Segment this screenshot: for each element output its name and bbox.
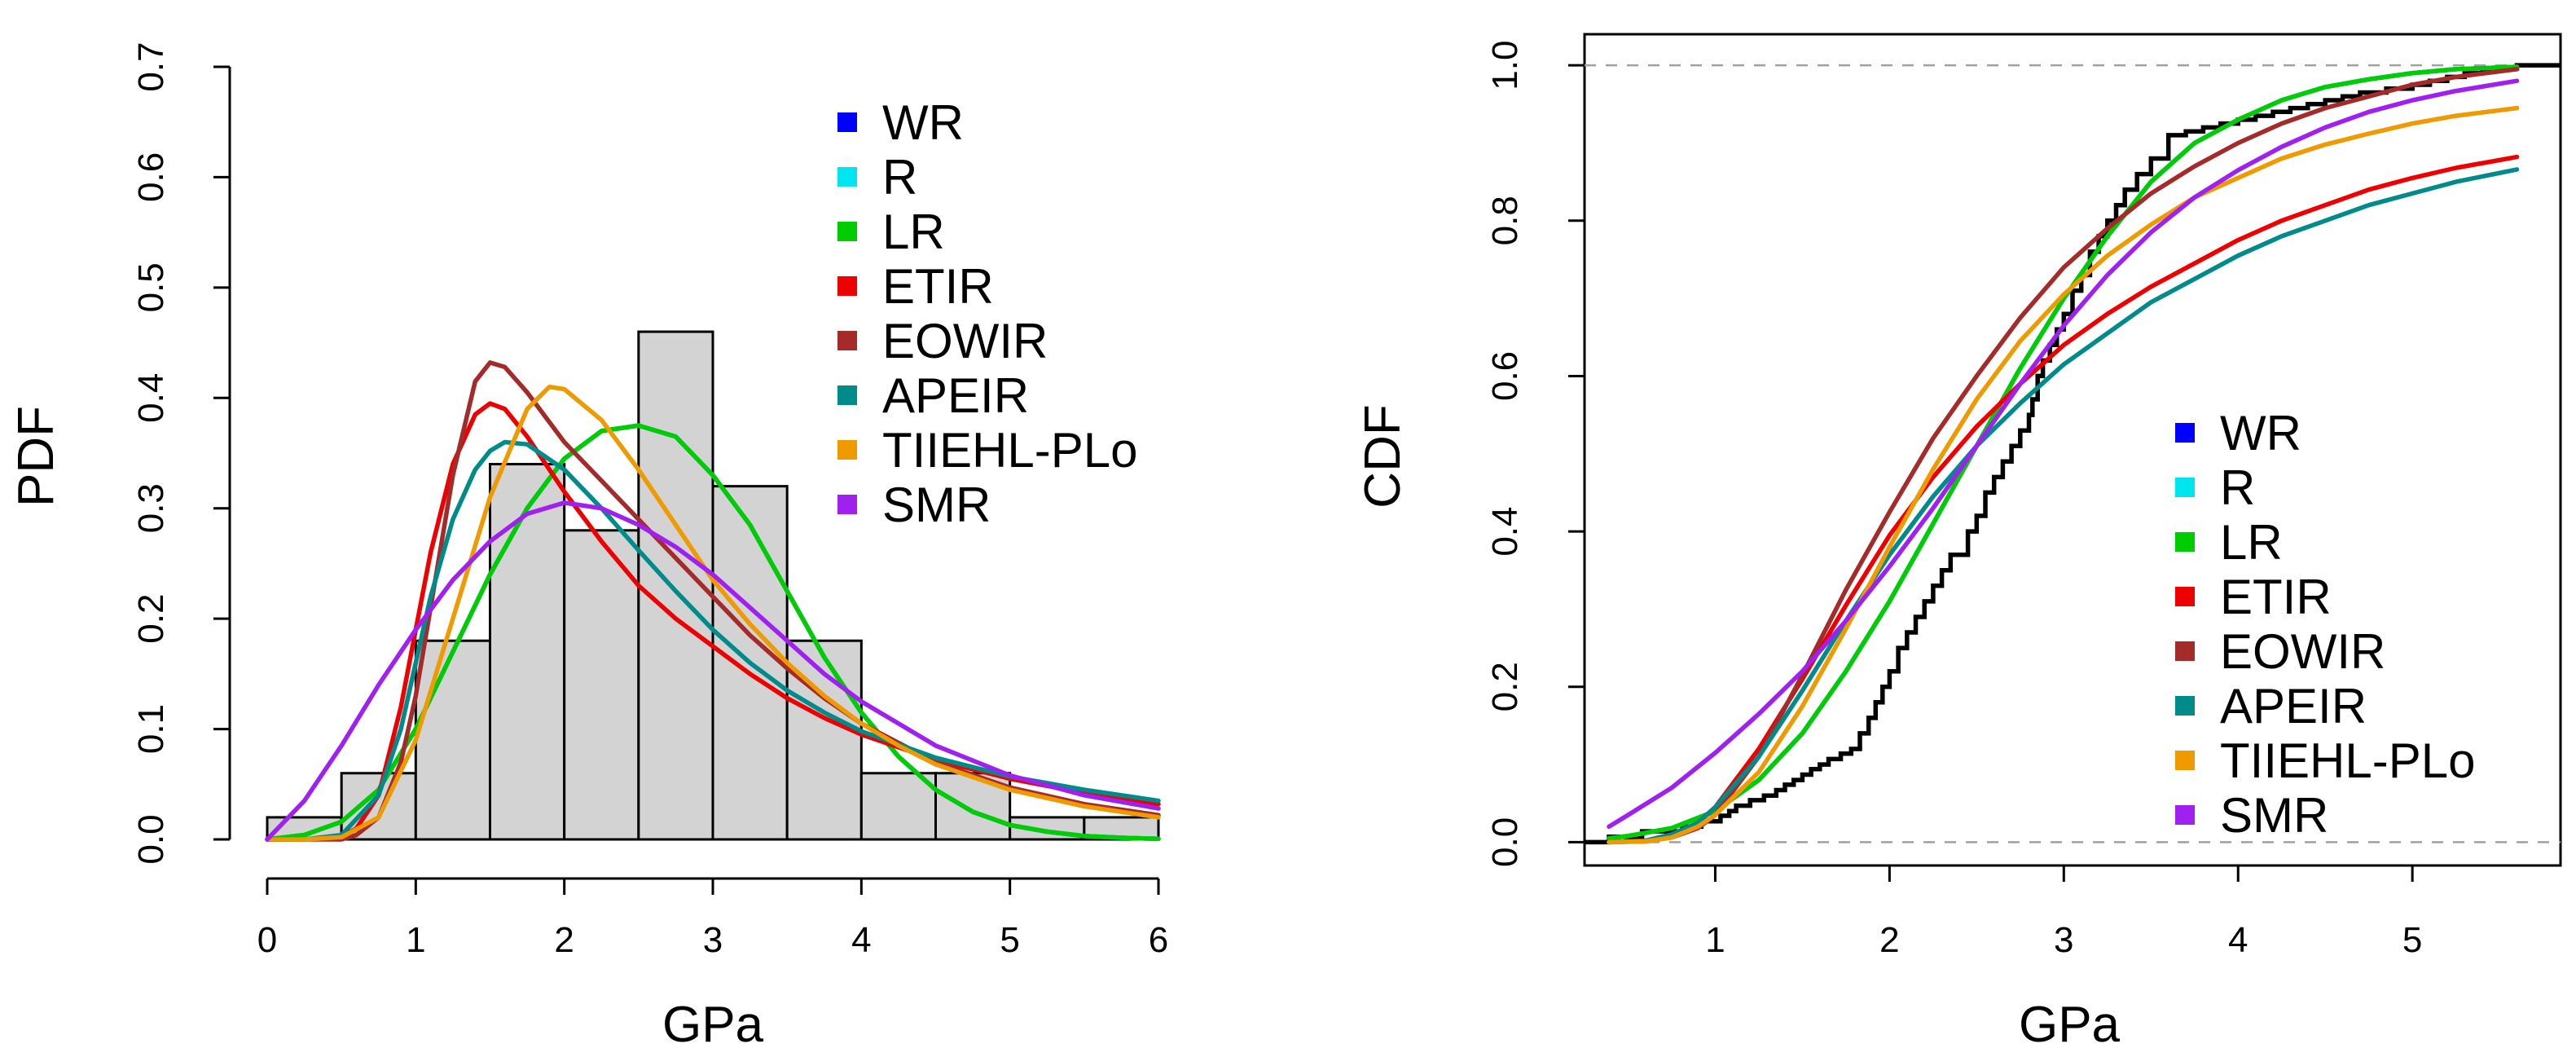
pdf-y-tick-label-0-1: 0.1 xyxy=(131,704,171,754)
pdf-x-tick-label-3: 3 xyxy=(703,920,723,960)
pdf-legend-label-eowir: EOWIR xyxy=(882,314,1048,368)
pdf-curve-tiiehl-plo xyxy=(265,384,1161,842)
pdf-y-tick-label-0-6: 0.6 xyxy=(131,152,171,202)
pdf-y-tick-label-0-0: 0.0 xyxy=(131,814,171,864)
pdf-legend-label-r: R xyxy=(882,150,917,205)
pdf-x-tick-label-4: 4 xyxy=(851,920,871,960)
pdf-legend-label-lr: LR xyxy=(882,205,945,259)
cdf-y-tick-label-0-0: 0.0 xyxy=(1485,817,1525,867)
pdf-panel: 0 1 2 3 4 5 60.00.10.20.30.40.50.60.7 GPa PDF … xyxy=(8,42,1168,1053)
cdf-y-tick-label-0-4: 0.4 xyxy=(1485,507,1525,557)
cdf-legend-swatch-eowir xyxy=(2175,641,2195,661)
pdf-x-tick-label-6: 6 xyxy=(1149,920,1168,960)
cdf-curve-tiiehl-plo xyxy=(1607,105,2520,845)
cdf-curve-apeir xyxy=(1607,167,2520,845)
cdf-legend-label-etir: ETIR xyxy=(2220,570,2332,624)
cdf-curves xyxy=(1585,63,2561,845)
cdf-x-axis-title: GPa xyxy=(2019,997,2121,1053)
cdf-reference-lines xyxy=(1585,64,2561,843)
cdf-legend-swatch-etir xyxy=(2175,587,2195,606)
pdf-legend-label-smr: SMR xyxy=(882,478,991,532)
pdf-legend-swatch-apeir xyxy=(837,385,857,405)
pdf-curves xyxy=(265,360,1161,842)
pdf-legend-swatch-tiiehl-plo xyxy=(837,440,857,460)
cdf-y-axis-title: CDF xyxy=(1355,404,1411,508)
pdf-y-tick-label-0-7: 0.7 xyxy=(131,42,171,91)
pdf-x-axis-title: GPa xyxy=(662,997,764,1053)
pdf-y-axis-title: PDF xyxy=(8,406,64,507)
cdf-legend-swatch-lr xyxy=(2175,532,2195,552)
cdf-legend-label-smr: SMR xyxy=(2220,788,2328,843)
cdf-x-tick-label-5: 5 xyxy=(2402,920,2422,960)
cdf-legend-swatch-r xyxy=(2175,478,2195,497)
pdf-legend-swatch-r xyxy=(837,167,857,187)
cdf-y-tick-label-1-0: 1.0 xyxy=(1485,41,1525,90)
cdf-legend-label-wr: WR xyxy=(2220,406,2301,460)
cdf-legend-label-tiiehl-plo: TIIEHL-PLo xyxy=(2220,733,2475,788)
pdf-axes: 0 1 2 3 4 5 6 0.0 0.1 0.2 0.3 0.4 0.5 0.6 0.7 xyxy=(131,42,1168,960)
cdf-x-tick-label-1: 1 xyxy=(1705,920,1725,960)
histogram-bar-4 xyxy=(563,529,640,841)
pdf-x-tick-label-5: 5 xyxy=(1000,920,1019,960)
pdf-x-tick-label-0: 0 xyxy=(257,920,277,960)
cdf-axes: 1 2 3 4 5 0.0 0.2 0.4 0.6 0.8 1.0 xyxy=(1485,41,2422,960)
histogram-bar-8 xyxy=(859,772,938,841)
pdf-legend-swatch-eowir xyxy=(837,331,857,350)
pdf-y-tick-label-0-4: 0.4 xyxy=(131,373,171,423)
pdf-legend-swatch-lr xyxy=(837,222,857,241)
cdf-panel: 1 2 3 4 5 0.0 0.2 0.4 0.6 0.8 1.0 GPa CDF WRRLRETI… xyxy=(1355,33,2562,1053)
cdf-plot-box xyxy=(1583,33,2562,867)
cdf-y-tick-label-0-2: 0.2 xyxy=(1485,662,1525,711)
pdf-legend-label-apeir: APEIR xyxy=(882,368,1029,423)
cdf-legend-swatch-apeir xyxy=(2175,696,2195,716)
pdf-legend-label-tiiehl-plo: TIIEHL-PLo xyxy=(882,423,1137,478)
cdf-x-tick-label-3: 3 xyxy=(2054,920,2073,960)
cdf-empirical-step xyxy=(1585,63,2561,845)
pdf-curve-apeir xyxy=(265,439,1161,842)
pdf-curve-smr xyxy=(265,500,1161,842)
cdf-legend-swatch-tiiehl-plo xyxy=(2175,751,2195,770)
pdf-x-tick-label-1: 1 xyxy=(406,920,425,960)
cdf-y-tick-label-0-6: 0.6 xyxy=(1485,351,1525,401)
cdf-legend-label-lr: LR xyxy=(2220,515,2283,570)
cdf-curve-smr xyxy=(1607,78,2520,830)
cdf-curve-lr xyxy=(1607,64,2520,841)
pdf-legend-swatch-smr xyxy=(837,495,857,514)
cdf-legend-label-r: R xyxy=(2220,460,2255,515)
pdf-legend-label-etir: ETIR xyxy=(882,259,994,314)
cdf-curve-r xyxy=(1607,64,2520,841)
pdf-legend-label-wr: WR xyxy=(882,95,964,150)
cdf-x-tick-label-2: 2 xyxy=(1879,920,1899,960)
histogram-bar-3 xyxy=(489,463,566,841)
pdf-legend-swatch-etir xyxy=(837,276,857,296)
cdf-legend-swatch-smr xyxy=(2175,805,2195,825)
pdf-y-tick-label-0-2: 0.2 xyxy=(131,594,171,644)
cdf-legend-swatch-wr xyxy=(2175,423,2195,443)
cdf-curve-wr xyxy=(1607,64,2520,841)
cdf-legend-label-apeir: APEIR xyxy=(2220,679,2367,733)
pdf-legend-swatch-wr xyxy=(837,112,857,132)
pdf-x-tick-label-2: 2 xyxy=(554,920,574,960)
histogram-bars xyxy=(266,330,1160,841)
cdf-legend-label-eowir: EOWIR xyxy=(2220,624,2385,679)
cdf-x-tick-label-4: 4 xyxy=(2228,920,2248,960)
pdf-y-tick-label-0-5: 0.5 xyxy=(131,262,171,312)
cdf-y-tick-label-0-8: 0.8 xyxy=(1485,196,1525,245)
pdf-y-tick-label-0-3: 0.3 xyxy=(131,483,171,533)
histogram-bar-2 xyxy=(414,639,492,841)
pdf-curve-lr xyxy=(265,423,1161,842)
